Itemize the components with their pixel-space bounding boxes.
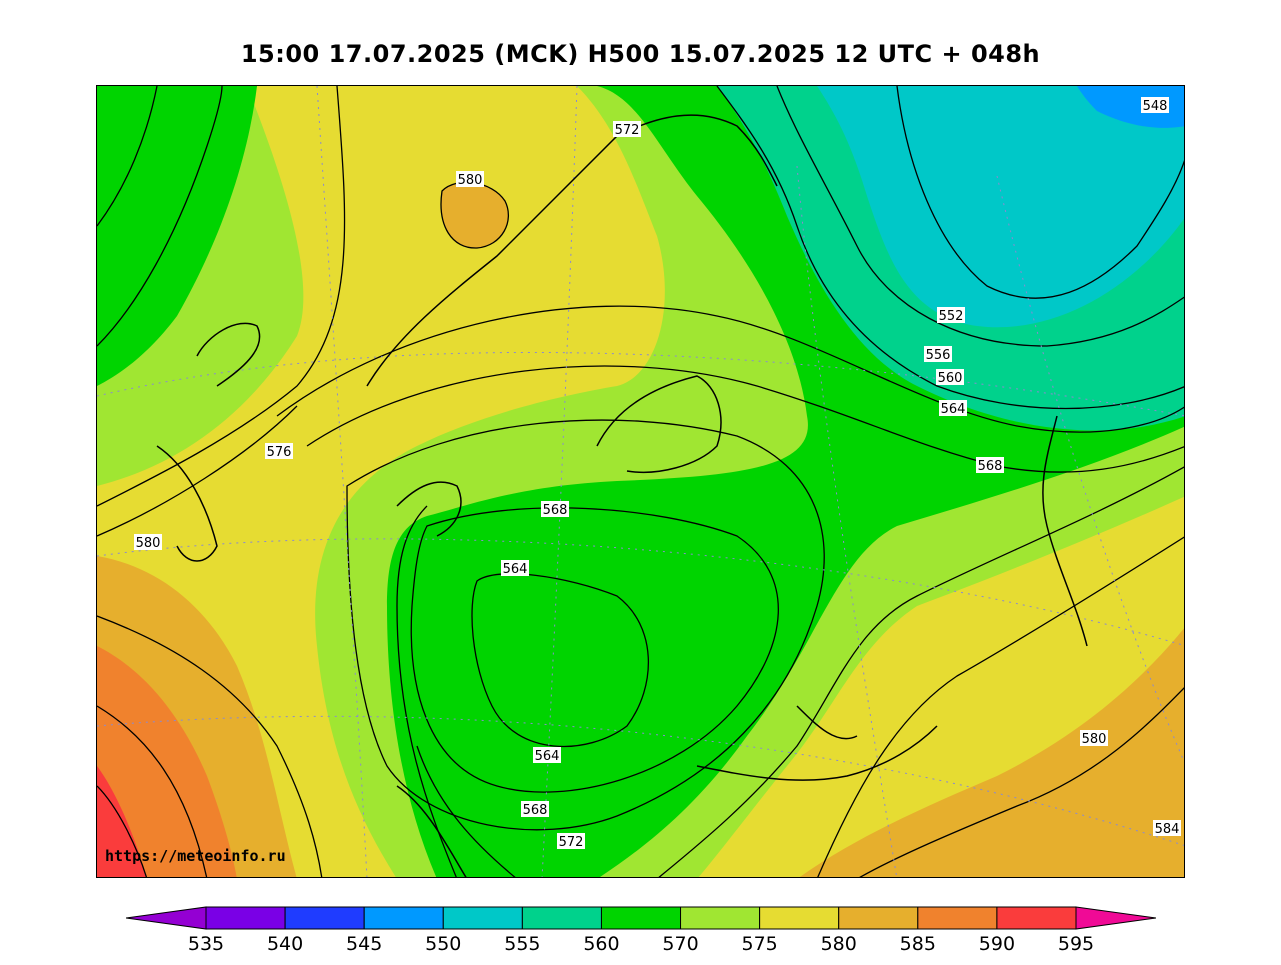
label-564: 564 (941, 402, 966, 417)
label-568c: 568 (523, 803, 548, 818)
colorbar-tick-label: 540 (266, 933, 304, 955)
colorbar-swatch-low (125, 906, 207, 930)
band-590 (97, 646, 237, 877)
label-576: 576 (267, 445, 292, 460)
colorbar-swatch (442, 906, 523, 930)
colorbar-swatch-high (1075, 906, 1157, 930)
label-580b: 580 (136, 536, 161, 551)
colorbar-swatches (125, 906, 1157, 930)
label-564b: 564 (503, 562, 528, 577)
colorbar-tick-label: 570 (662, 933, 699, 955)
label-568b: 568 (543, 503, 568, 518)
colorbar-tick-label: 590 (978, 933, 1016, 955)
colorbar-tick-label: 535 (187, 933, 225, 955)
colorbar: 535 540 545 550 555 560 570 575 580 585 590 595 (125, 905, 1157, 965)
colorbar-swatch (205, 906, 286, 930)
label-572b: 572 (615, 123, 640, 138)
geopotential-map: 548 552 556 560 564 568 568 564 564 568 … (96, 85, 1185, 878)
colorbar-tick-label: 555 (504, 933, 541, 955)
band-570-core (394, 496, 777, 792)
colorbar-tick-label: 560 (583, 933, 620, 955)
source-credit: https://meteoinfo.ru (105, 847, 286, 865)
label-580c: 580 (1082, 732, 1107, 747)
colorbar-tick-label: 595 (1057, 933, 1095, 955)
label-552: 552 (939, 309, 964, 324)
colorbar-swatch (363, 906, 444, 930)
colorbar-tick-label: 545 (346, 933, 383, 955)
contour-labels: 548 552 556 560 564 568 568 564 564 568 … (134, 97, 1181, 850)
band-570-west (97, 86, 257, 386)
colorbar-swatch (680, 906, 761, 930)
colorbar-swatch (838, 906, 919, 930)
map-title: 15:00 17.07.2025 (MCK) H500 15.07.2025 1… (240, 40, 1041, 68)
colorbar-tick-label: 585 (899, 933, 936, 955)
band-585-north (441, 182, 509, 249)
label-564c: 564 (535, 749, 560, 764)
graticule (97, 86, 1184, 877)
colorbar-swatch (600, 906, 682, 930)
label-548: 548 (1143, 99, 1168, 114)
label-568: 568 (978, 459, 1003, 474)
band-550 (1077, 86, 1184, 128)
colorbar-swatch (996, 906, 1077, 930)
coastlines (156, 114, 1088, 877)
colorbar-tick-label: 550 (425, 933, 462, 955)
band-585-east (799, 628, 1184, 877)
colorbar-tick-label: 575 (741, 933, 778, 955)
colorbar-swatch (917, 906, 998, 930)
label-572: 572 (559, 835, 584, 850)
colorbar-swatch (521, 906, 602, 930)
map-canvas: 548 552 556 560 564 568 568 564 564 568 … (97, 86, 1184, 877)
colorbar-labels: 535 540 545 550 555 560 570 575 580 585 590 595 (126, 933, 1156, 957)
colorbar-svg (125, 906, 1157, 930)
label-584: 584 (1155, 822, 1180, 837)
colorbar-tick-label: 580 (820, 933, 857, 955)
label-560: 560 (938, 371, 963, 386)
colorbar-swatch (284, 906, 365, 930)
colorbar-swatch (759, 906, 840, 930)
label-556: 556 (926, 348, 951, 363)
contour-lines (97, 86, 1184, 877)
label-580: 580 (458, 173, 483, 188)
